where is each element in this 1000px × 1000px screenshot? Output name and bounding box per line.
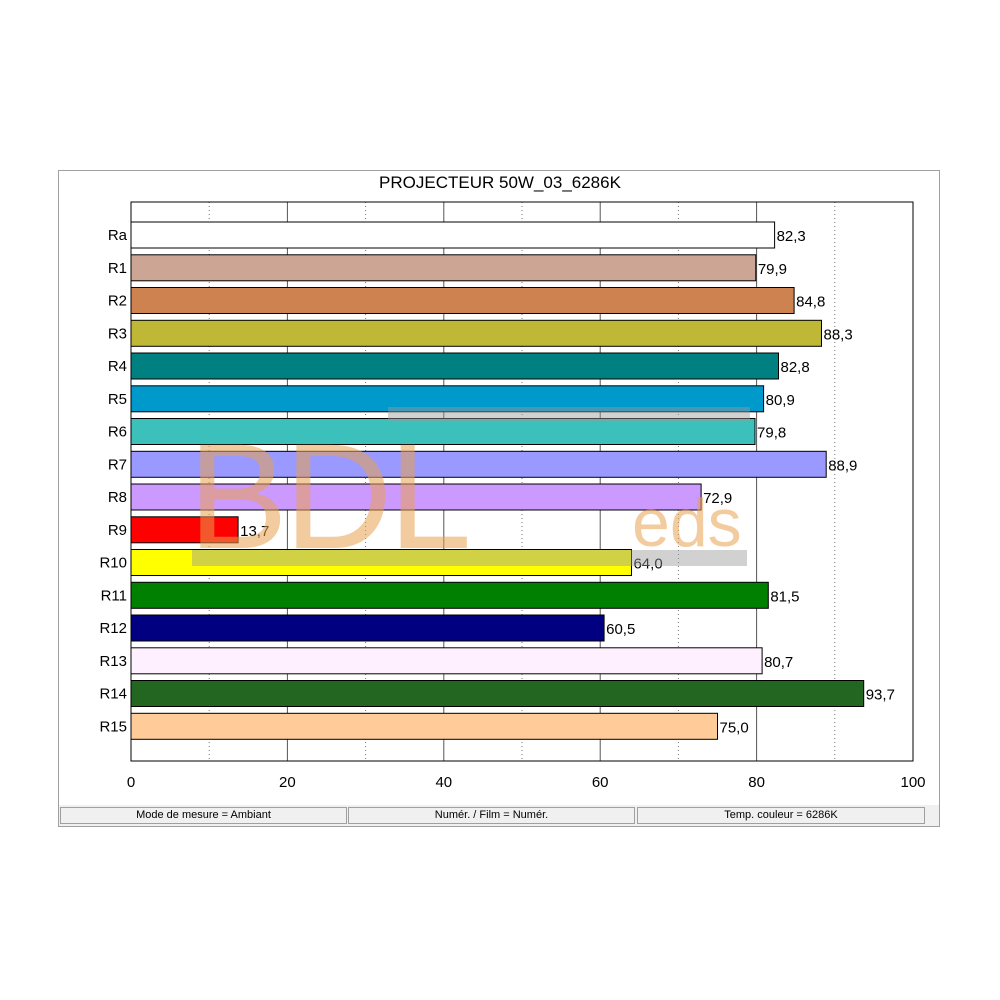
watermark-logo-sub: eds	[632, 485, 742, 561]
category-label: R9	[108, 522, 127, 539]
status-film: Numér. / Film = Numér.	[348, 807, 635, 824]
bar-r2	[130, 287, 795, 314]
value-label: 82,3	[777, 228, 806, 245]
watermark-bar-top	[388, 407, 750, 422]
x-tick-label: 100	[900, 774, 925, 791]
bar-r6	[130, 418, 756, 445]
x-tick-label: 40	[435, 774, 452, 791]
value-label: 75,0	[720, 719, 749, 736]
bar-r5	[130, 385, 765, 413]
category-label: R11	[101, 587, 127, 604]
status-mode: Mode de mesure = Ambiant	[60, 807, 347, 824]
category-label: R1	[108, 260, 127, 277]
value-label: 82,8	[780, 359, 809, 376]
value-label: 88,9	[828, 457, 857, 474]
bar-r8	[130, 483, 702, 511]
bar-r3	[130, 319, 822, 347]
bar-r11	[130, 581, 769, 609]
value-label: 84,8	[796, 294, 825, 311]
value-label: 81,5	[770, 588, 799, 605]
watermark-bar-bottom	[192, 550, 747, 566]
bar-r14	[130, 680, 865, 707]
bar-ra	[130, 221, 776, 249]
category-label: Ra	[108, 227, 128, 244]
value-label: 93,7	[866, 687, 895, 704]
category-label: R4	[108, 358, 127, 375]
bar-r1	[130, 254, 757, 282]
value-label: 88,3	[824, 326, 853, 343]
x-tick-label: 60	[592, 774, 609, 791]
category-label: R2	[108, 293, 127, 310]
category-label: R3	[108, 325, 127, 342]
bar-r13	[130, 647, 763, 675]
category-label: R14	[99, 686, 127, 703]
bar-r9	[130, 516, 239, 544]
chart-title: PROJECTEUR 50W_03_6286K	[379, 173, 621, 192]
status-bar: Mode de mesure = Ambiant Numér. / Film =…	[59, 805, 939, 826]
value-label: 80,7	[764, 654, 793, 671]
plot-border	[130, 201, 914, 762]
category-label: R6	[108, 424, 127, 441]
watermark-logo: BDL	[188, 412, 468, 580]
value-label: 13,7	[240, 523, 269, 540]
category-label: R13	[99, 653, 127, 670]
x-tick-label: 80	[748, 774, 765, 791]
bar-r12	[130, 614, 605, 642]
category-label: R10	[99, 555, 127, 572]
bar-r4	[130, 352, 779, 380]
x-tick-label: 0	[127, 774, 135, 791]
value-label: 64,0	[633, 556, 662, 573]
category-label: R5	[108, 391, 127, 408]
value-label: 72,9	[703, 490, 732, 507]
status-temp: Temp. couleur = 6286K	[637, 807, 925, 824]
bar-r15	[130, 712, 718, 740]
value-label: 79,9	[758, 261, 787, 278]
value-label: 79,8	[757, 425, 786, 442]
category-label: R7	[108, 456, 127, 473]
category-label: R15	[99, 718, 127, 735]
category-label: R8	[108, 489, 127, 506]
value-label: 80,9	[766, 392, 795, 409]
value-label: 60,5	[606, 621, 635, 638]
x-tick-label: 20	[279, 774, 296, 791]
category-label: R12	[99, 620, 127, 637]
